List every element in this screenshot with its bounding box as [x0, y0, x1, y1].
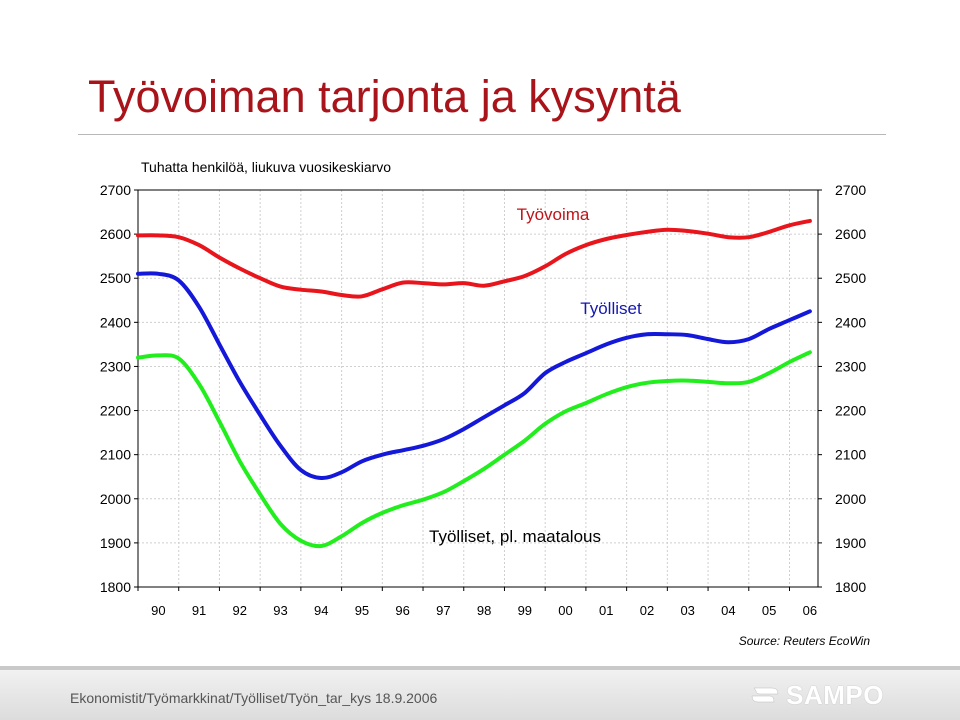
x-tick-label: 95 [355, 603, 369, 618]
y-tick-label-left: 2600 [100, 226, 131, 242]
x-tick-label: 00 [558, 603, 572, 618]
x-tick-label: 03 [680, 603, 694, 618]
y-tick-label-right: 2000 [835, 491, 866, 507]
x-tick-label: 94 [314, 603, 328, 618]
y-tick-label-left: 2700 [100, 182, 131, 198]
x-tick-label: 97 [436, 603, 450, 618]
y-tick-label-right: 2600 [835, 226, 866, 242]
axes: 1800 1800 1900 1900 2000 2000 2100 2100 2200 2200… [100, 182, 867, 618]
footer-bar: Ekonomistit/Työmarkkinat/Työlliset/Työn_… [0, 666, 960, 720]
x-tick-label: 06 [803, 603, 817, 618]
y-tick-label-right: 2500 [835, 270, 866, 286]
x-tick-label: 05 [762, 603, 776, 618]
sampo-logo-text: SAMPO [786, 679, 884, 710]
sampo-logo: SAMPO [750, 680, 884, 710]
y-tick-label-left: 2400 [100, 314, 131, 330]
slide-title: Työvoiman tarjonta ja kysyntä [88, 71, 681, 122]
x-tick-label: 98 [477, 603, 491, 618]
x-tick-label: 01 [599, 603, 613, 618]
y-tick-label-left: 1800 [100, 579, 131, 595]
y-tick-label-left: 2200 [100, 403, 131, 419]
y-tick-label-left: 2500 [100, 270, 131, 286]
series-label-employed-non-agri: Työlliset, pl. maatalous [429, 527, 601, 546]
y-tick-label-right: 2400 [835, 314, 866, 330]
title-divider [78, 134, 886, 135]
grid [138, 190, 818, 587]
series-labels: Työvoima Työlliset Työlliset, pl. maatalou… [429, 205, 642, 546]
footer-path: Ekonomistit/Työmarkkinat/Työlliset/Työn_… [70, 690, 438, 706]
series-label-employed: Työlliset [580, 299, 642, 318]
chart-subtitle: Tuhatta henkilöä, liukuva vuosikeskiarvo [141, 159, 392, 175]
labour-force-line [136, 218, 812, 299]
x-tick-label: 02 [640, 603, 654, 618]
y-tick-label-left: 1900 [100, 535, 131, 551]
y-tick-label-right: 1800 [835, 579, 866, 595]
employed-line [136, 271, 812, 481]
y-tick-label-right: 1900 [835, 535, 866, 551]
y-tick-label-right: 2200 [835, 403, 866, 419]
y-tick-label-right: 2300 [835, 358, 866, 374]
y-tick-label-left: 2100 [100, 447, 131, 463]
employed-non-agri-line [136, 350, 812, 549]
x-tick-label: 96 [395, 603, 409, 618]
x-tick-label: 90 [151, 603, 165, 618]
y-tick-label-right: 2700 [835, 182, 866, 198]
series-label-labour-force: Työvoima [517, 205, 590, 224]
x-tick-label: 92 [233, 603, 247, 618]
y-tick-label-left: 2300 [100, 358, 131, 374]
plot-frame [137, 189, 819, 588]
x-tick-label: 91 [192, 603, 206, 618]
x-tick-label: 99 [518, 603, 532, 618]
y-tick-label-left: 2000 [100, 491, 131, 507]
x-tick-label: 93 [273, 603, 287, 618]
x-tick-label: 04 [721, 603, 735, 618]
series-lines [136, 218, 812, 549]
y-tick-label-right: 2100 [835, 447, 866, 463]
source-note: Source: Reuters EcoWin [738, 634, 870, 648]
sampo-logo-icon [751, 687, 779, 703]
